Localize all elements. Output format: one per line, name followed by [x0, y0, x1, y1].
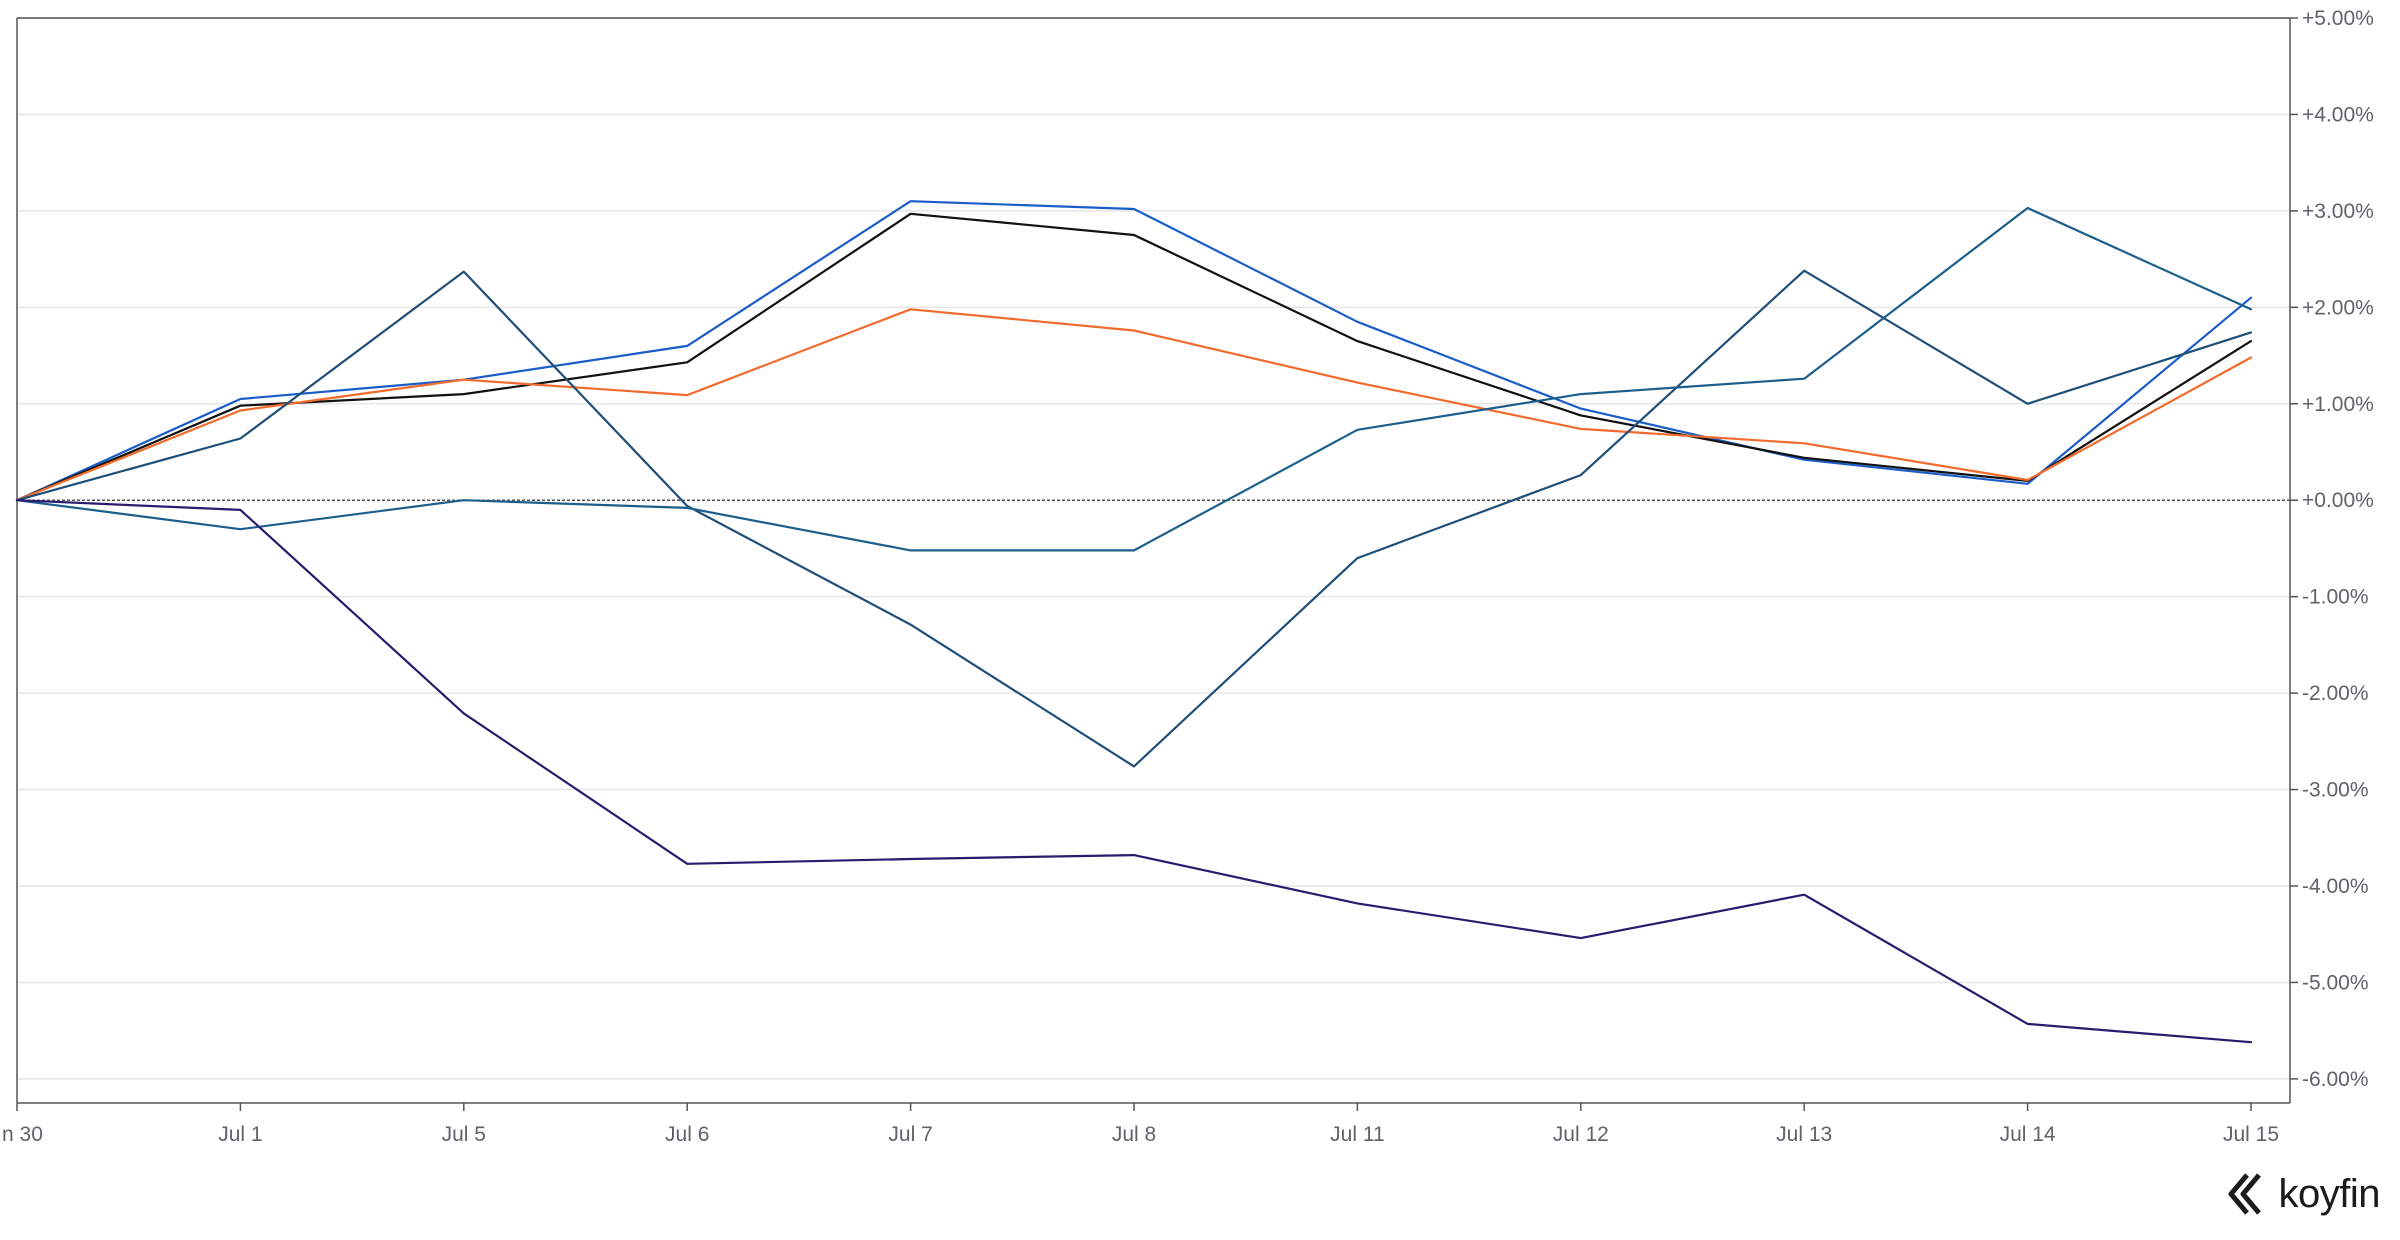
y-tick-label: +1.00% [2302, 393, 2374, 416]
series-line-4 [15, 269, 2253, 768]
y-tick-label: -3.00% [2302, 779, 2369, 802]
x-tick-label: Jul 8 [1112, 1123, 1156, 1146]
x-tick-label: Jul 7 [888, 1123, 932, 1146]
x-tick-label: Jul 14 [2000, 1123, 2056, 1146]
x-tick-label: Jul 13 [1776, 1123, 1832, 1146]
y-tick-label: +2.00% [2302, 296, 2374, 319]
y-tick-label: +5.00% [2302, 7, 2374, 30]
x-tick-label: Jul 11 [1330, 1123, 1384, 1146]
series-line-3 [15, 308, 2253, 502]
series-line-5 [15, 206, 2253, 552]
y-tick-label: -6.00% [2302, 1068, 2369, 1091]
y-tick-label: -4.00% [2302, 875, 2369, 898]
x-tick-label: n 30 [2, 1123, 43, 1146]
brand-logo: koyfin [2225, 1166, 2381, 1222]
series-line-6 [15, 499, 2253, 1044]
y-tick-label: +0.00% [2302, 489, 2374, 512]
y-tick-label: -5.00% [2302, 971, 2369, 994]
y-tick-label: +3.00% [2302, 200, 2374, 223]
x-tick-label: Jul 12 [1553, 1123, 1609, 1146]
y-tick-label: +4.00% [2302, 103, 2374, 126]
koyfin-logo-icon [2228, 1173, 2261, 1215]
brand-name: koyfin [2278, 1171, 2381, 1216]
series-line-1 [15, 200, 2253, 502]
x-tick-label: Jul 15 [2223, 1123, 2279, 1146]
series-line-2 [15, 212, 2253, 502]
x-tick-label: Jul 1 [218, 1123, 262, 1146]
x-tick-label: Jul 5 [442, 1123, 486, 1146]
y-tick-label: -1.00% [2302, 586, 2369, 609]
y-tick-label: -2.00% [2302, 682, 2369, 705]
x-tick-label: Jul 6 [665, 1123, 709, 1146]
